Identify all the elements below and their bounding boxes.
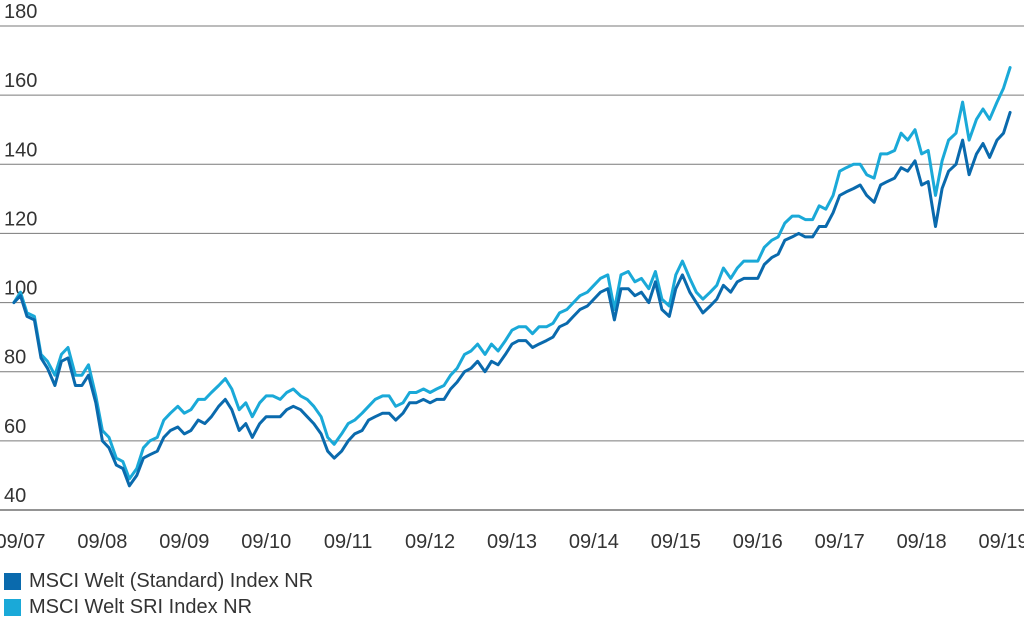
- legend-swatch-standard: [4, 572, 21, 590]
- x-tick-label: 09/18: [897, 531, 947, 553]
- series-lines: [12, 66, 1012, 488]
- x-tick-label: 09/09: [159, 531, 209, 553]
- x-tick-label: 09/19: [978, 531, 1024, 553]
- y-axis-ticks: 40 60 80 100 120 140 160 180: [4, 1, 37, 507]
- legend-label-sri: MSCI Welt SRI Index NR: [29, 595, 253, 618]
- x-tick-label: 09/15: [651, 531, 701, 553]
- grid-lines: [0, 25, 1024, 511]
- legend: MSCI Welt (Standard) Index NR MSCI Welt …: [4, 568, 313, 620]
- legend-item-sri: MSCI Welt SRI Index NR: [4, 594, 313, 620]
- x-tick-label: 09/17: [815, 531, 865, 553]
- x-tick-label: 09/08: [77, 531, 127, 553]
- legend-item-standard: MSCI Welt (Standard) Index NR: [4, 568, 313, 594]
- y-tick-label: 140: [4, 139, 37, 161]
- x-tick-label: 09/07: [0, 531, 46, 553]
- y-tick-label: 120: [4, 208, 37, 230]
- legend-swatch-sri: [4, 598, 21, 616]
- legend-label-standard: MSCI Welt (Standard) Index NR: [29, 569, 314, 592]
- x-tick-label: 09/10: [241, 531, 291, 553]
- x-tick-label: 09/14: [569, 531, 619, 553]
- y-tick-label: 80: [4, 347, 26, 369]
- series-line-sri: [12, 66, 1012, 481]
- y-tick-label: 160: [4, 70, 37, 92]
- y-tick-label: 100: [4, 278, 37, 300]
- y-tick-label: 40: [4, 485, 26, 507]
- y-tick-label: 60: [4, 416, 26, 438]
- y-tick-label: 180: [4, 1, 37, 23]
- x-tick-label: 09/13: [487, 531, 537, 553]
- x-tick-label: 09/12: [405, 531, 455, 553]
- x-tick-label: 09/16: [733, 531, 783, 553]
- series-line-standard: [12, 110, 1012, 488]
- x-tick-label: 09/11: [324, 531, 373, 553]
- x-axis-ticks: 09/07 09/08 09/09 09/10 09/11 09/12 09/13 09/14…: [0, 531, 1024, 553]
